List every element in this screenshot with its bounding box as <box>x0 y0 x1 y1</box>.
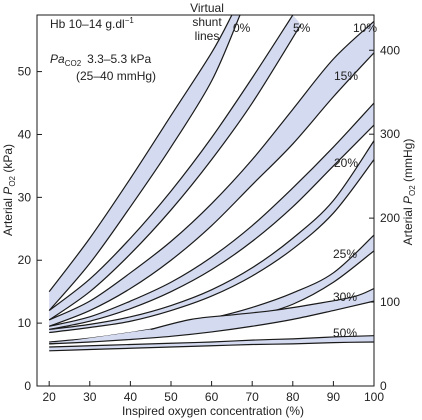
left-tick-label: 0 <box>24 379 31 393</box>
paco2-mmhg-annotation: (25–40 mmHg) <box>76 69 156 83</box>
band-lower-line-50 <box>49 341 374 352</box>
series-label-10: 10% <box>353 21 377 35</box>
band-upper-line-5 <box>48 15 294 312</box>
left-tick-label: 10 <box>18 316 32 330</box>
band-lower-line-5 <box>48 24 302 321</box>
series-label-30: 30% <box>333 290 357 304</box>
band-lower-line-30 <box>49 300 374 345</box>
right-axis-ticks: 0 100 200 300 400 <box>369 43 400 393</box>
band-fill-5 <box>49 15 301 320</box>
series-labels: 0% 5% 10% 15% 20% 25% 30% 50% <box>233 21 377 340</box>
series-label-20: 20% <box>334 156 358 170</box>
x-tick-label: 90 <box>327 390 341 404</box>
band-lower-line-0 <box>48 15 241 311</box>
band-fill-50 <box>49 335 374 351</box>
band-fill-20 <box>49 140 374 333</box>
left-tick-label: 40 <box>18 127 32 141</box>
plot-frame <box>36 14 375 387</box>
right-tick-label: 400 <box>380 43 400 57</box>
virtual-label-3: lines <box>195 29 220 43</box>
left-axis-ticks: 0 10 20 30 40 50 <box>18 65 42 393</box>
band-fill-0 <box>49 15 241 311</box>
paco2-annotation: PaCO2 3.3–5.3 kPa <box>50 52 152 68</box>
x-tick-label: 30 <box>83 390 97 404</box>
right-tick-label: 0 <box>380 379 387 393</box>
band-lower-line-15 <box>49 124 374 330</box>
right-axis-title: Arterial PO2 (mmHg) <box>401 139 417 246</box>
right-tick-label: 300 <box>380 127 400 141</box>
band-lower-line-10 <box>48 52 374 327</box>
virtual-label-2: shunt <box>192 15 222 29</box>
x-axis-title: Inspired oxygen concentration (%) <box>122 404 304 418</box>
x-tick-label: 40 <box>124 390 138 404</box>
x-axis-ticks: 20 30 40 50 60 70 80 90 100 <box>43 381 384 404</box>
x-tick-label: 80 <box>286 390 300 404</box>
series-label-5: 5% <box>293 21 311 35</box>
shunt-bands <box>48 15 374 352</box>
left-axis-title: Arterial PO2 (kPa) <box>1 144 17 236</box>
band-lower-line-20 <box>49 159 374 334</box>
right-tick-label: 100 <box>380 295 400 309</box>
band-upper-line-15 <box>49 102 374 327</box>
left-tick-label: 50 <box>18 65 32 79</box>
series-label-0: 0% <box>233 21 251 35</box>
x-tick-label: 60 <box>205 390 219 404</box>
hb-annotation: Hb 10–14 g.dl−1 <box>50 16 134 31</box>
series-label-25: 25% <box>333 247 357 261</box>
band-upper-line-50 <box>49 335 374 348</box>
band-upper-line-0 <box>48 15 233 293</box>
virtual-label-1: Virtual <box>190 1 224 15</box>
series-label-50: 50% <box>333 326 357 340</box>
x-tick-label: 20 <box>43 390 57 404</box>
series-label-15: 15% <box>334 69 358 83</box>
x-tick-label: 70 <box>246 390 260 404</box>
band-upper-line-30 <box>150 287 374 330</box>
right-tick-label: 200 <box>380 211 400 225</box>
x-tick-label: 50 <box>164 390 178 404</box>
x-tick-label: 100 <box>364 390 384 404</box>
left-tick-label: 20 <box>18 253 32 267</box>
left-tick-label: 30 <box>18 190 32 204</box>
band-fill-10 <box>49 21 374 327</box>
band-upper-line-20 <box>49 140 374 331</box>
band-upper-line-10 <box>48 20 374 321</box>
